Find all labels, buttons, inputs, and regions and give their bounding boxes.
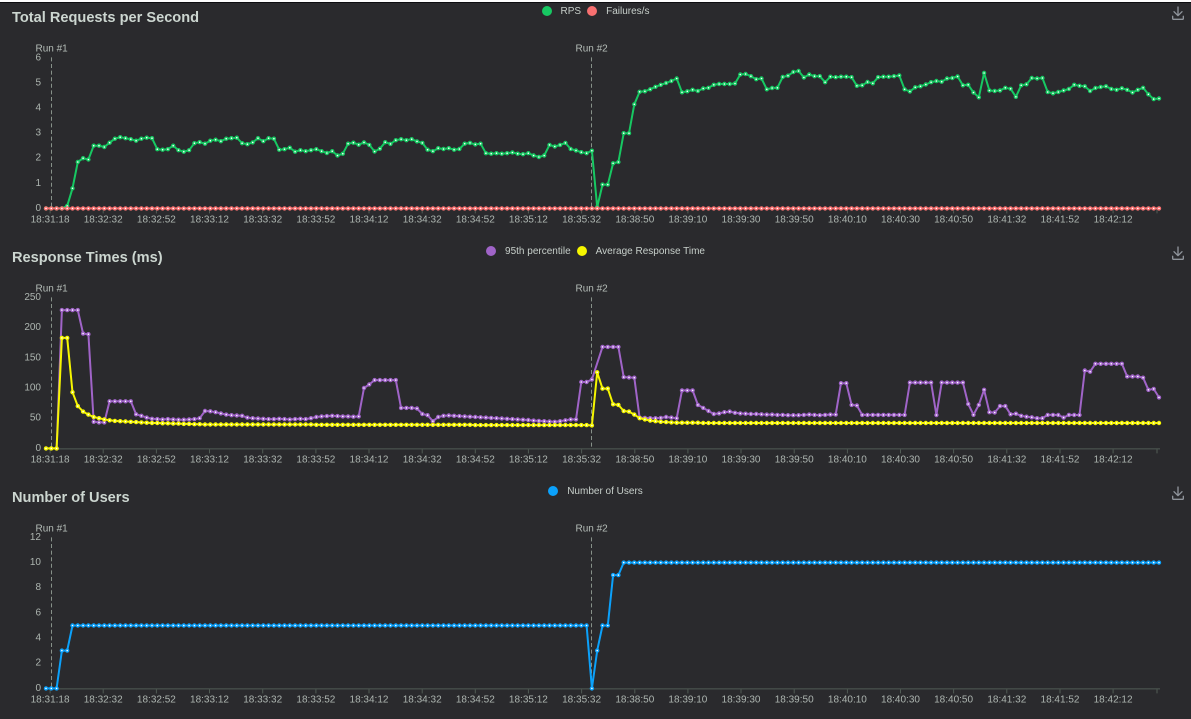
svg-text:250: 250 (24, 292, 41, 303)
svg-text:Run #2: Run #2 (576, 43, 609, 54)
svg-text:18:39:50: 18:39:50 (775, 454, 814, 465)
svg-text:18:38:50: 18:38:50 (615, 694, 654, 705)
svg-text:18:40:30: 18:40:30 (881, 454, 920, 465)
svg-text:18:33:12: 18:33:12 (190, 694, 229, 705)
svg-text:18:41:52: 18:41:52 (1041, 694, 1080, 705)
svg-text:18:40:50: 18:40:50 (934, 454, 973, 465)
svg-text:18:33:52: 18:33:52 (296, 214, 335, 225)
svg-text:18:34:32: 18:34:32 (403, 214, 442, 225)
svg-text:18:39:30: 18:39:30 (722, 694, 761, 705)
svg-text:18:40:10: 18:40:10 (828, 454, 867, 465)
svg-text:18:34:12: 18:34:12 (350, 454, 389, 465)
svg-text:18:40:30: 18:40:30 (881, 214, 920, 225)
svg-text:18:34:32: 18:34:32 (403, 694, 442, 705)
svg-text:2: 2 (35, 153, 41, 164)
svg-text:5: 5 (35, 78, 41, 89)
svg-text:12: 12 (30, 532, 42, 543)
svg-text:18:31:18: 18:31:18 (31, 214, 70, 225)
svg-text:0: 0 (35, 443, 41, 454)
svg-text:18:34:12: 18:34:12 (350, 694, 389, 705)
svg-text:18:40:10: 18:40:10 (828, 694, 867, 705)
svg-text:18:42:12: 18:42:12 (1094, 694, 1133, 705)
svg-text:10: 10 (30, 557, 42, 568)
svg-text:18:41:52: 18:41:52 (1041, 454, 1080, 465)
svg-text:0: 0 (35, 203, 41, 214)
svg-text:18:42:12: 18:42:12 (1094, 214, 1133, 225)
svg-text:18:33:32: 18:33:32 (243, 214, 282, 225)
svg-text:18:39:10: 18:39:10 (668, 214, 707, 225)
svg-text:18:33:12: 18:33:12 (190, 214, 229, 225)
svg-text:18:32:52: 18:32:52 (137, 694, 176, 705)
svg-text:18:33:12: 18:33:12 (190, 454, 229, 465)
svg-text:Run #2: Run #2 (576, 283, 609, 294)
svg-text:4: 4 (35, 633, 41, 644)
svg-text:18:40:50: 18:40:50 (934, 214, 973, 225)
svg-text:50: 50 (30, 413, 42, 424)
svg-text:Run #2: Run #2 (576, 523, 609, 534)
svg-text:18:41:52: 18:41:52 (1041, 214, 1080, 225)
svg-text:18:39:50: 18:39:50 (775, 214, 814, 225)
svg-text:18:42:12: 18:42:12 (1094, 454, 1133, 465)
svg-text:18:39:10: 18:39:10 (668, 694, 707, 705)
svg-text:18:32:52: 18:32:52 (137, 214, 176, 225)
svg-text:18:41:32: 18:41:32 (987, 694, 1026, 705)
svg-text:18:38:50: 18:38:50 (615, 454, 654, 465)
svg-text:18:41:32: 18:41:32 (987, 454, 1026, 465)
svg-text:150: 150 (24, 352, 41, 363)
svg-text:18:34:52: 18:34:52 (456, 694, 495, 705)
svg-text:1: 1 (35, 178, 41, 189)
svg-text:18:32:32: 18:32:32 (84, 454, 123, 465)
svg-text:18:39:10: 18:39:10 (668, 454, 707, 465)
svg-text:18:31:18: 18:31:18 (31, 454, 70, 465)
svg-text:18:35:12: 18:35:12 (509, 214, 548, 225)
svg-text:Run #1: Run #1 (36, 283, 69, 294)
svg-text:18:32:32: 18:32:32 (84, 694, 123, 705)
svg-text:18:35:12: 18:35:12 (509, 694, 548, 705)
svg-text:6: 6 (35, 52, 41, 63)
svg-text:18:32:52: 18:32:52 (137, 454, 176, 465)
svg-text:18:34:12: 18:34:12 (350, 214, 389, 225)
svg-text:18:39:30: 18:39:30 (722, 214, 761, 225)
svg-text:18:39:50: 18:39:50 (775, 694, 814, 705)
svg-text:2: 2 (35, 658, 41, 669)
svg-text:Run #1: Run #1 (36, 523, 69, 534)
svg-text:18:39:30: 18:39:30 (722, 454, 761, 465)
svg-text:18:34:32: 18:34:32 (403, 454, 442, 465)
svg-text:18:34:52: 18:34:52 (456, 214, 495, 225)
svg-text:18:33:32: 18:33:32 (243, 694, 282, 705)
svg-text:18:38:50: 18:38:50 (615, 214, 654, 225)
svg-text:18:33:32: 18:33:32 (243, 454, 282, 465)
svg-text:18:34:52: 18:34:52 (456, 454, 495, 465)
svg-text:18:40:30: 18:40:30 (881, 694, 920, 705)
svg-text:4: 4 (35, 103, 41, 114)
svg-text:Run #1: Run #1 (36, 43, 69, 54)
svg-text:18:35:32: 18:35:32 (562, 214, 601, 225)
svg-text:0: 0 (35, 683, 41, 694)
svg-text:6: 6 (35, 607, 41, 618)
svg-text:200: 200 (24, 322, 41, 333)
svg-text:8: 8 (35, 582, 41, 593)
svg-text:18:40:10: 18:40:10 (828, 214, 867, 225)
svg-text:18:41:32: 18:41:32 (987, 214, 1026, 225)
svg-text:18:33:52: 18:33:52 (296, 454, 335, 465)
svg-text:3: 3 (35, 128, 41, 139)
svg-text:18:31:18: 18:31:18 (31, 694, 70, 705)
svg-text:18:33:52: 18:33:52 (296, 694, 335, 705)
svg-text:18:35:12: 18:35:12 (509, 454, 548, 465)
svg-text:18:40:50: 18:40:50 (934, 694, 973, 705)
svg-text:18:35:32: 18:35:32 (562, 454, 601, 465)
svg-text:100: 100 (24, 383, 41, 394)
svg-text:18:32:32: 18:32:32 (84, 214, 123, 225)
svg-text:18:35:32: 18:35:32 (562, 694, 601, 705)
